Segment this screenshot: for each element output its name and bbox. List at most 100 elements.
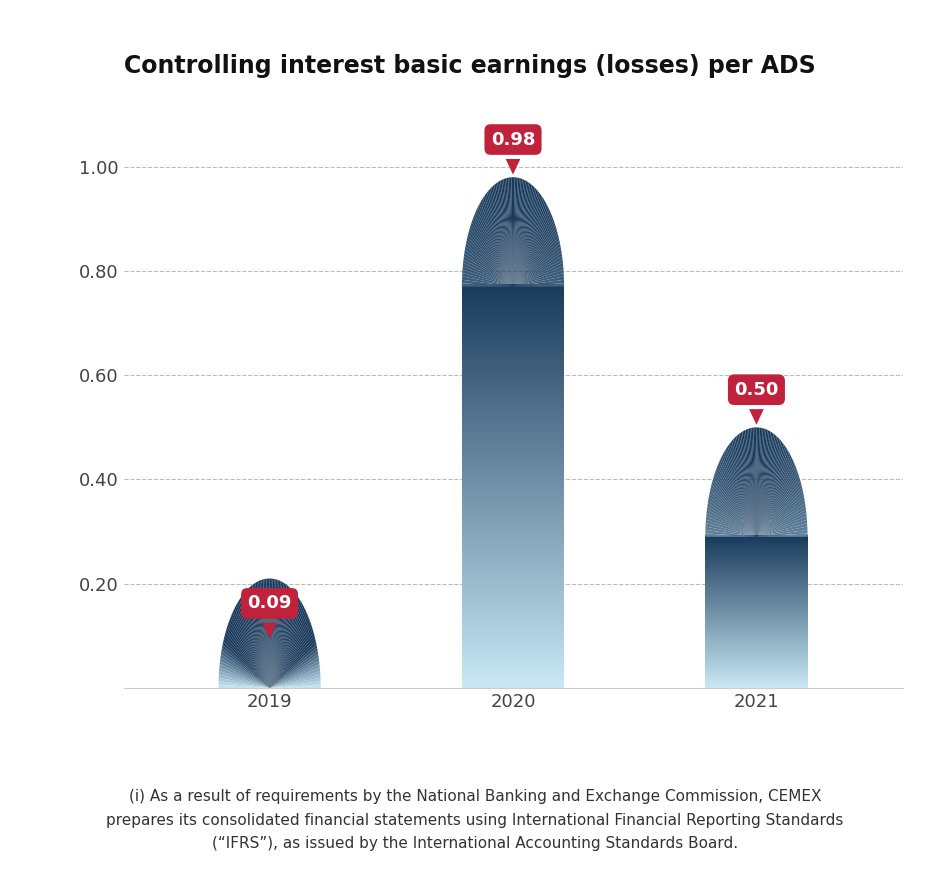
Bar: [705, 600, 808, 601]
Text: Controlling interest basic earnings (losses) per ADS: Controlling interest basic earnings (los…: [124, 54, 815, 78]
Polygon shape: [513, 256, 562, 287]
Bar: [462, 535, 564, 538]
Bar: [705, 587, 808, 588]
Bar: [462, 517, 564, 519]
Polygon shape: [506, 177, 513, 287]
Bar: [705, 545, 808, 547]
Bar: [705, 587, 808, 589]
Bar: [705, 541, 808, 542]
Polygon shape: [716, 467, 756, 537]
Bar: [705, 548, 808, 549]
Bar: [705, 627, 808, 628]
Bar: [705, 586, 808, 587]
Bar: [462, 592, 564, 594]
Polygon shape: [477, 207, 513, 287]
Bar: [462, 348, 564, 350]
Bar: [462, 528, 564, 531]
Bar: [462, 497, 564, 500]
Polygon shape: [513, 225, 556, 287]
Bar: [705, 686, 808, 687]
Bar: [705, 634, 808, 635]
Bar: [705, 631, 808, 632]
Bar: [462, 325, 564, 327]
Bar: [462, 562, 564, 564]
Polygon shape: [270, 594, 297, 688]
Polygon shape: [270, 606, 305, 688]
Text: 0.50: 0.50: [734, 381, 779, 399]
Polygon shape: [266, 579, 270, 688]
Bar: [705, 621, 808, 622]
Polygon shape: [756, 455, 791, 537]
Polygon shape: [513, 276, 564, 287]
Polygon shape: [711, 487, 756, 537]
Bar: [462, 415, 564, 418]
Bar: [705, 609, 808, 610]
Polygon shape: [235, 606, 270, 688]
Bar: [462, 394, 564, 397]
Bar: [462, 593, 564, 595]
Bar: [462, 451, 564, 453]
Polygon shape: [494, 183, 513, 287]
Bar: [462, 483, 564, 485]
Polygon shape: [513, 240, 560, 287]
Polygon shape: [270, 579, 279, 688]
Polygon shape: [270, 668, 320, 688]
Bar: [705, 644, 808, 645]
Polygon shape: [756, 437, 778, 537]
Polygon shape: [513, 205, 548, 287]
Bar: [705, 546, 808, 548]
Bar: [462, 494, 564, 496]
Polygon shape: [731, 441, 756, 537]
Polygon shape: [756, 516, 807, 537]
Bar: [462, 391, 564, 392]
Polygon shape: [505, 159, 521, 175]
Bar: [705, 651, 808, 652]
Bar: [462, 523, 564, 526]
Bar: [462, 345, 564, 347]
Polygon shape: [756, 446, 787, 537]
Polygon shape: [728, 445, 756, 537]
Bar: [462, 677, 564, 680]
Bar: [462, 320, 564, 323]
Bar: [462, 422, 564, 425]
Polygon shape: [270, 603, 303, 688]
Bar: [462, 445, 564, 448]
Bar: [462, 319, 564, 322]
Bar: [462, 489, 564, 490]
Polygon shape: [483, 196, 513, 287]
Polygon shape: [513, 231, 558, 287]
Polygon shape: [218, 681, 270, 688]
Polygon shape: [739, 433, 756, 537]
Bar: [705, 603, 808, 605]
Bar: [705, 550, 808, 551]
Bar: [462, 435, 564, 437]
Bar: [705, 566, 808, 568]
Polygon shape: [225, 632, 270, 688]
Polygon shape: [513, 214, 552, 287]
Polygon shape: [707, 510, 756, 537]
Bar: [462, 360, 564, 362]
Polygon shape: [476, 209, 513, 287]
Polygon shape: [470, 222, 513, 287]
Bar: [462, 376, 564, 377]
Bar: [462, 327, 564, 330]
Polygon shape: [270, 677, 320, 688]
Bar: [705, 561, 808, 563]
Polygon shape: [756, 490, 804, 537]
Bar: [705, 619, 808, 621]
Bar: [705, 672, 808, 673]
Bar: [462, 464, 564, 467]
Bar: [705, 563, 808, 564]
Bar: [462, 407, 564, 408]
Bar: [705, 551, 808, 552]
Bar: [705, 672, 808, 674]
Bar: [462, 558, 564, 560]
Bar: [462, 374, 564, 377]
Bar: [705, 557, 808, 558]
Polygon shape: [270, 590, 294, 688]
Bar: [705, 648, 808, 649]
Polygon shape: [756, 428, 760, 537]
Polygon shape: [233, 610, 270, 688]
Polygon shape: [513, 200, 545, 287]
Bar: [462, 309, 564, 310]
